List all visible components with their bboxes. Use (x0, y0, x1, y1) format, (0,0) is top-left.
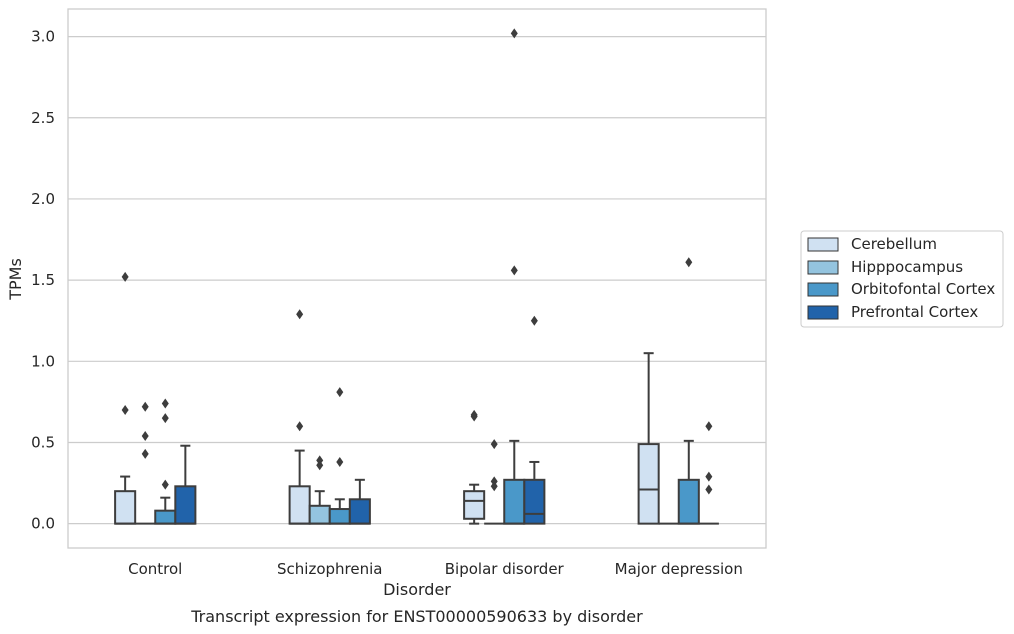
outlier-point (510, 28, 518, 39)
box-0-0 (114, 271, 137, 525)
y-tick-label: 0.5 (31, 433, 55, 451)
box-body (154, 509, 177, 525)
legend-label: Prefrontal Cortex (851, 303, 978, 321)
box-2-2 (503, 28, 526, 525)
y-axis-label: TPMs (6, 258, 25, 301)
legend-label: Hipppocampus (851, 258, 963, 276)
box-body (308, 504, 331, 525)
y-tick-label: 1.0 (31, 352, 55, 370)
box-2-1 (328, 387, 351, 525)
box-marks (114, 28, 719, 525)
outlier-point (141, 430, 149, 441)
legend-swatch (807, 282, 839, 297)
y-tick-label: 2.5 (31, 109, 55, 127)
outlier-point (705, 421, 713, 432)
box-0-3 (637, 352, 660, 525)
outlier-point (705, 471, 713, 482)
legend: Cerebellum Hipppocampus Orbitofontal Cor… (800, 230, 1004, 328)
box-0-2 (463, 409, 486, 525)
box-body (677, 478, 700, 525)
box-body (523, 478, 546, 525)
x-tick-label: Bipolar disorder (445, 560, 565, 578)
x-tick-label: Major depression (615, 560, 743, 578)
box-body (348, 498, 371, 525)
legend-swatch (807, 260, 839, 275)
box-3-2 (523, 315, 546, 525)
y-tick-label: 1.5 (31, 271, 55, 289)
outlier-point (296, 421, 304, 432)
legend-label: Orbitofontal Cortex (851, 280, 995, 298)
outlier-point (490, 481, 498, 492)
plot-area-frame (67, 8, 767, 549)
y-axis-ticks: 0.0 0.5 1.0 1.5 2.0 2.5 3.0 (31, 28, 55, 533)
box-1-2 (484, 439, 505, 525)
outlier-point (141, 401, 149, 412)
legend-frame (800, 230, 1004, 328)
box-body (637, 443, 660, 525)
box-3-1 (348, 478, 371, 525)
x-axis-ticks: Control Schizophrenia Bipolar disorder Majo… (128, 560, 743, 578)
x-tick-label: Control (128, 560, 182, 578)
outlier-point (530, 315, 538, 326)
outlier-point (336, 456, 344, 467)
outlier-point (336, 387, 344, 398)
box-1-1 (308, 455, 331, 525)
box-body (463, 490, 486, 520)
y-tick-label: 2.0 (31, 190, 55, 208)
outlier-point (296, 309, 304, 320)
outlier-point (161, 479, 169, 490)
outlier-point (121, 405, 129, 416)
y-tick-label: 0.0 (31, 515, 55, 533)
legend-label: Cerebellum (851, 235, 937, 253)
box-body (174, 485, 197, 525)
x-axis-label: Disorder (383, 580, 451, 599)
box-2-3 (677, 257, 700, 525)
outlier-point (510, 265, 518, 276)
chart-caption: Transcript expression for ENST0000059063… (190, 607, 643, 626)
box-body (114, 490, 137, 525)
outlier-point (705, 484, 713, 495)
outlier-point (490, 439, 498, 450)
outlier-point (161, 413, 169, 424)
box-body (328, 508, 351, 525)
box-body (288, 485, 311, 525)
box-body (503, 478, 526, 525)
box-0-1 (288, 309, 311, 525)
outlier-point (121, 271, 129, 282)
x-tick-label: Schizophrenia (277, 560, 382, 578)
legend-swatch (807, 237, 839, 252)
box-2-0 (154, 398, 177, 525)
outlier-point (141, 448, 149, 459)
grid-lines (68, 35, 766, 525)
outlier-point (316, 460, 324, 471)
outlier-point (470, 411, 478, 422)
box-3-0 (174, 444, 197, 525)
legend-swatch (807, 305, 839, 320)
outlier-point (685, 257, 693, 268)
outlier-point (161, 398, 169, 409)
box-1-0 (135, 401, 156, 525)
y-tick-label: 3.0 (31, 28, 55, 46)
box-3-3 (698, 421, 719, 525)
